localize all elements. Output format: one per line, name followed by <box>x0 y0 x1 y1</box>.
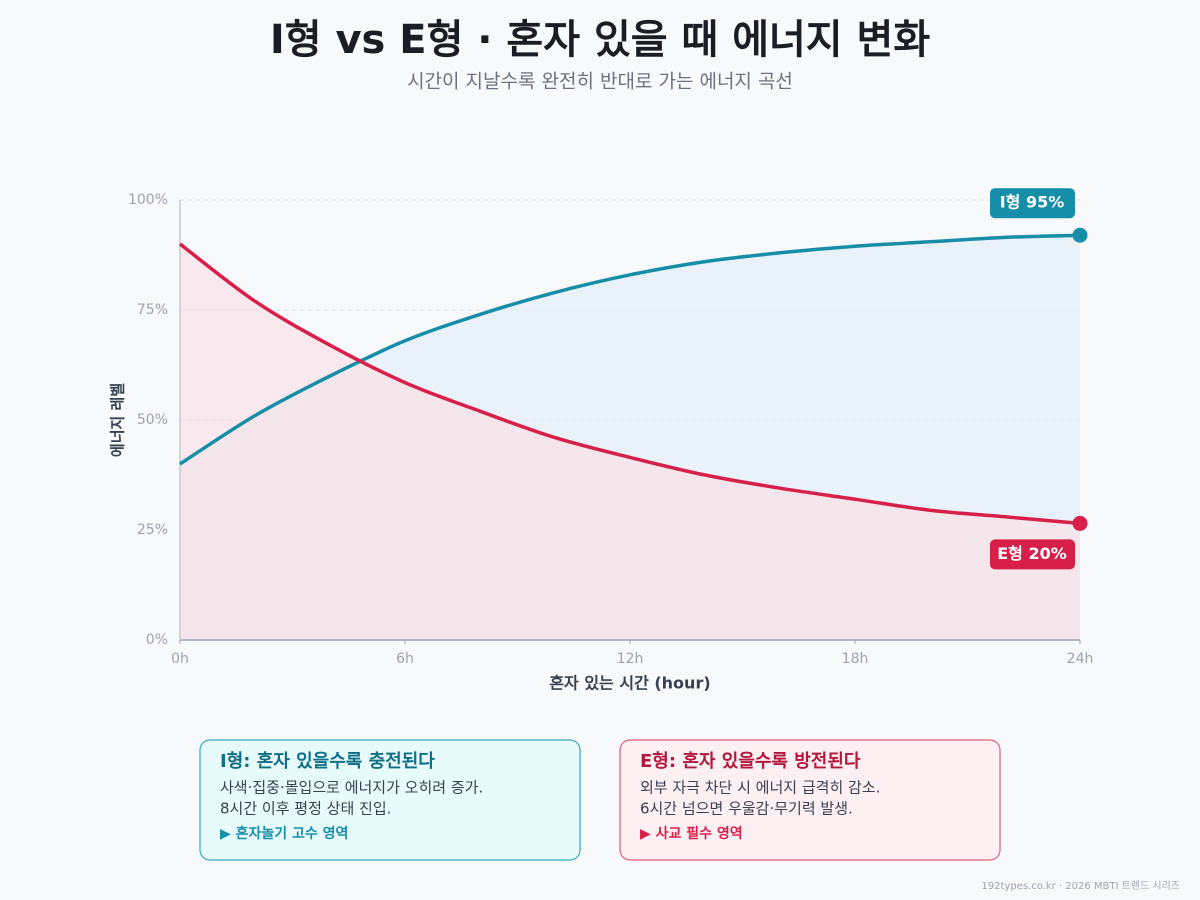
card-text: 6시간 넘으면 우울감·무기력 발생. <box>640 800 853 818</box>
card-title: I형: 혼자 있을수록 충전된다 <box>220 750 435 772</box>
card-tag: ▶ 혼자놀기 고수 영역 <box>220 825 348 842</box>
x-tick-label: 6h <box>396 651 414 667</box>
footer: 192types.co.kr · 2026 MBTI 트렌드 시리즈 <box>981 880 1180 892</box>
y-tick-label: 25% <box>137 522 168 538</box>
x-tick-label: 0h <box>171 651 189 667</box>
x-tick-label: 12h <box>617 651 644 667</box>
x-axis-label: 혼자 있는 시간 (hour) <box>549 674 710 693</box>
area <box>180 244 1080 640</box>
end-label-text: E형 20% <box>997 544 1067 563</box>
end-point <box>1072 227 1088 243</box>
card <box>199 739 581 861</box>
end-label-text: I형 95% <box>1000 193 1065 212</box>
card <box>619 739 1001 861</box>
y-tick-label: 50% <box>137 412 168 428</box>
x-tick-label: 24h <box>1067 651 1094 667</box>
x-tick-label: 18h <box>842 651 869 667</box>
end-label-bg <box>990 539 1075 570</box>
card-title: E형: 혼자 있을수록 방전된다 <box>640 750 861 772</box>
end-label: E형 20% <box>990 539 1075 570</box>
card-text: 사색·집중·몰입으로 에너지가 오히려 증가. <box>220 779 483 797</box>
card-tag: ▶ 사교 필수 영역 <box>640 825 743 842</box>
card-text: 8시간 이후 평정 상태 진입. <box>220 800 391 818</box>
end-label: I형 95% <box>990 188 1075 219</box>
y-tick-label: 0% <box>146 632 168 648</box>
line <box>178 242 1081 526</box>
end-label-bg <box>990 188 1075 219</box>
chart-subtitle: 시간이 지날수록 완전히 반대로 가는 에너지 곡선 <box>407 71 793 93</box>
line <box>179 233 1081 466</box>
y-tick-label: 100% <box>128 192 168 208</box>
card-text: 외부 자극 차단 시 에너지 급격히 감소. <box>640 779 880 797</box>
end-point <box>1072 515 1088 531</box>
chart-title: I형 vs E형 · 혼자 있을 때 에너지 변화 <box>270 17 930 63</box>
y-axis-label: 에너지 레벨 <box>109 383 127 457</box>
y-tick-label: 75% <box>137 302 168 318</box>
